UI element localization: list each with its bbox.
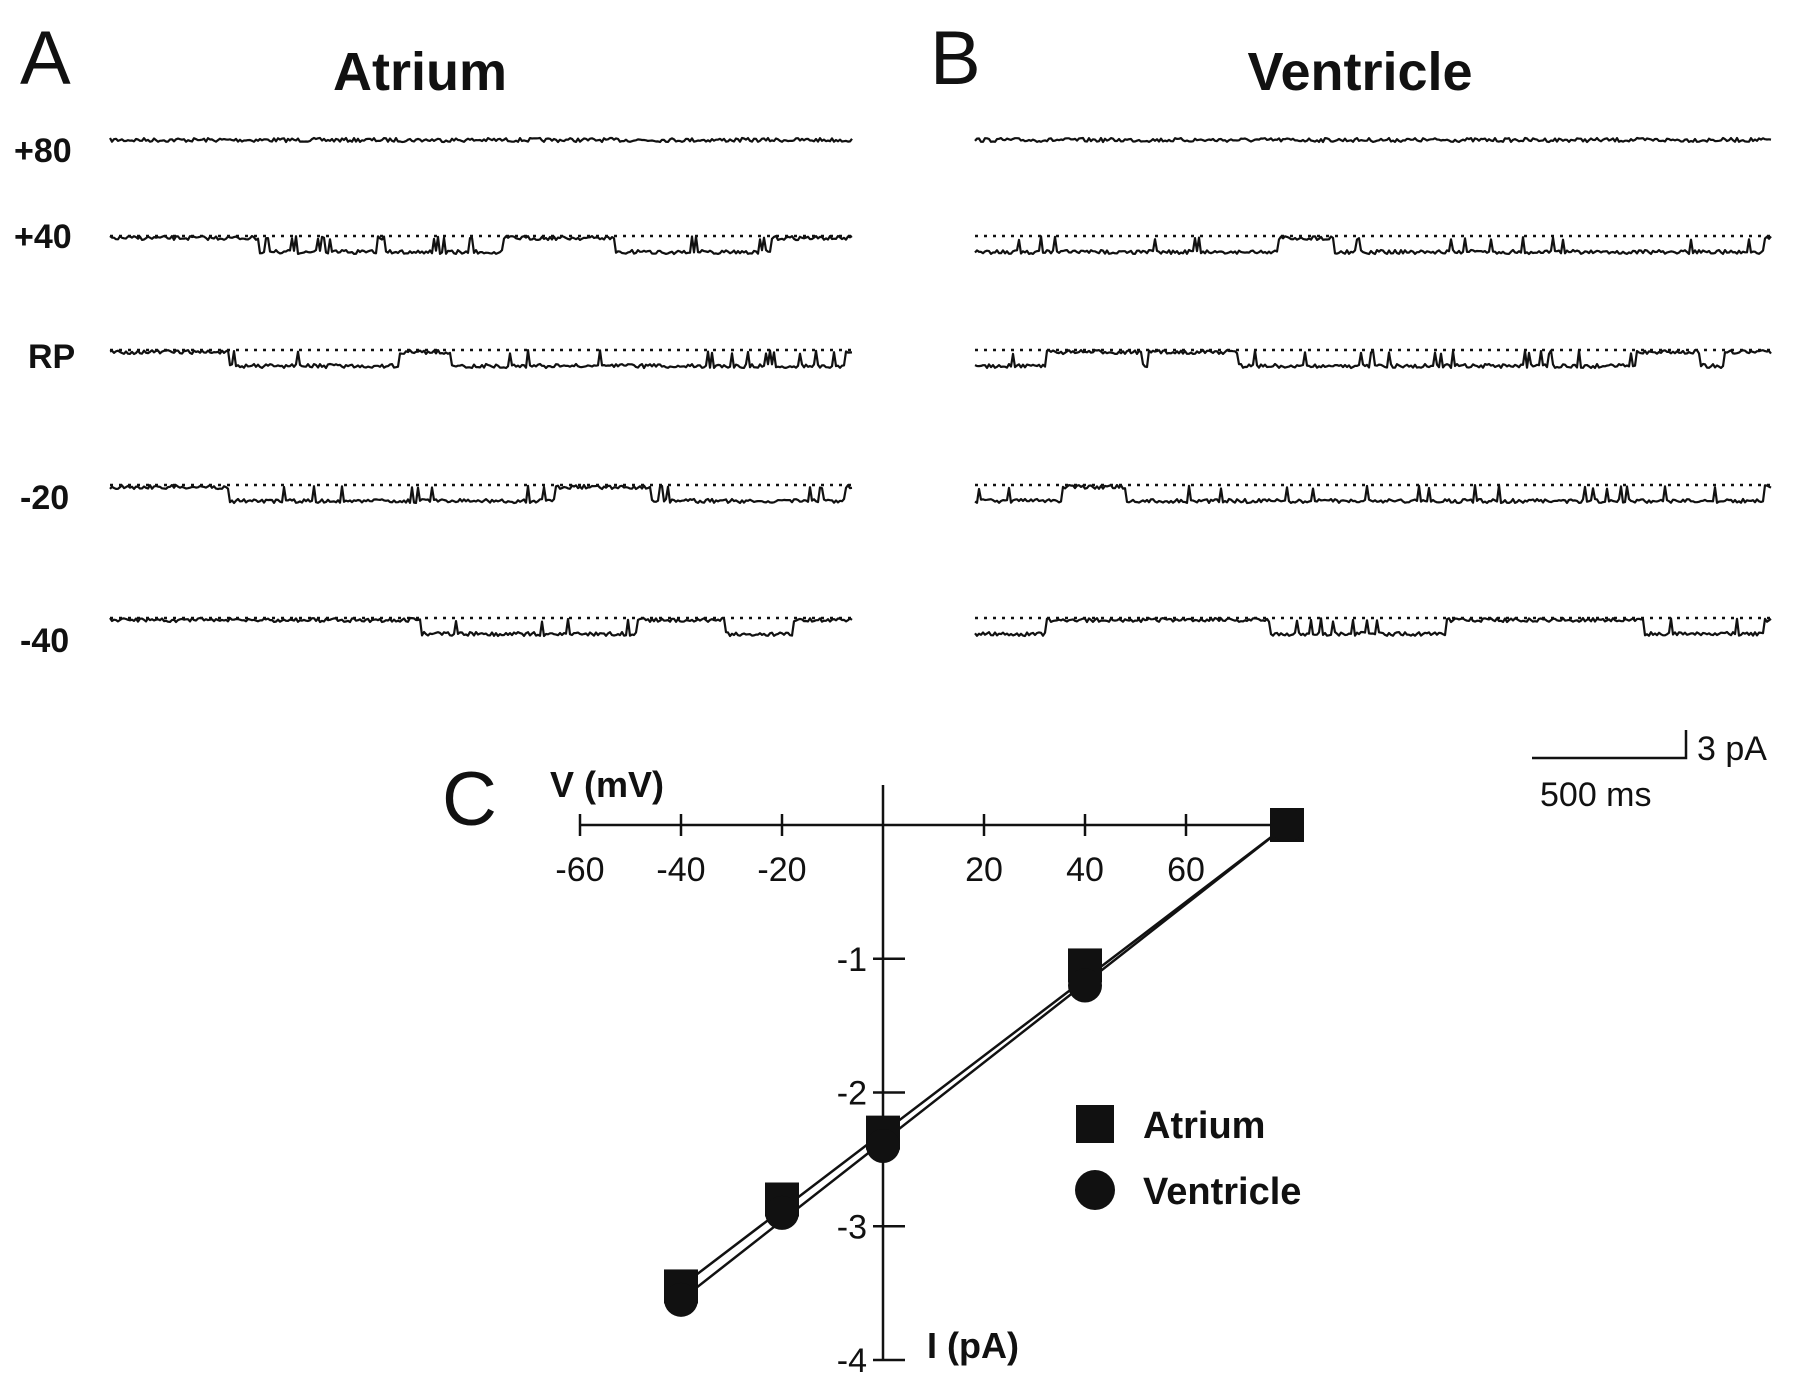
ventricle-fit-line xyxy=(680,824,1288,1301)
ventricle-point xyxy=(866,1129,900,1163)
panel-b-title: Ventricle xyxy=(1247,42,1472,102)
trace-voltage-label: +40 xyxy=(14,218,72,256)
ventricle-point xyxy=(664,1282,698,1317)
legend-label-atrium: Atrium xyxy=(1143,1105,1265,1147)
ventricle-trace-0 xyxy=(974,136,1772,144)
ventricle-point xyxy=(765,1195,799,1230)
scale-bar: 3 pA 500 ms xyxy=(1532,730,1767,814)
ventricle-trace-3 xyxy=(974,483,1772,505)
ventricle-trace-2 xyxy=(974,349,1772,370)
ventricle-trace-4 xyxy=(974,616,1772,638)
panel-b-letter: B xyxy=(930,16,981,101)
trace-voltage-labels: +80 +40 RP -20 -40 xyxy=(14,132,75,660)
scale-bar-time-label: 500 ms xyxy=(1540,776,1652,814)
x-tick-label: 40 xyxy=(1066,851,1104,889)
ventricle-point xyxy=(1270,808,1304,842)
legend-marker-atrium xyxy=(1076,1105,1114,1143)
panel-a-letter: A xyxy=(20,16,71,101)
x-axis-title: V (mV) xyxy=(550,764,664,805)
y-axis-title: I (pA) xyxy=(927,1325,1019,1366)
panel-a-title: Atrium xyxy=(333,42,507,102)
atrium-traces xyxy=(109,136,853,638)
atrium-trace-4 xyxy=(109,616,853,638)
scale-bar-lines xyxy=(1532,730,1688,760)
panel-c-letter: C xyxy=(442,757,497,842)
trace-voltage-label: +80 xyxy=(14,132,72,170)
scale-bar-current-label: 3 pA xyxy=(1697,730,1767,768)
legend-marker-ventricle xyxy=(1075,1170,1115,1210)
ventricle-trace-1 xyxy=(974,235,1772,256)
atrium-trace-1 xyxy=(109,234,853,256)
ventricle-point xyxy=(1068,968,1102,1003)
x-tick-label: 20 xyxy=(965,851,1003,889)
trace-voltage-label: RP xyxy=(28,338,75,376)
x-tick-label: -40 xyxy=(656,851,705,889)
y-tick-label: -2 xyxy=(837,1075,867,1113)
x-tick-label: -20 xyxy=(757,851,806,889)
ventricle-traces xyxy=(974,136,1772,638)
iv-plot: -60 -40 -20 20 40 60 -1 -2 -3 -4 V (mV) I (pA) Atriu… xyxy=(550,764,1304,1380)
trace-voltage-label: -40 xyxy=(20,622,69,660)
y-tick-label: -3 xyxy=(837,1208,867,1246)
atrium-trace-2 xyxy=(109,349,853,370)
x-tick-label: 60 xyxy=(1167,851,1205,889)
y-tick-label: -1 xyxy=(837,941,867,979)
trace-voltage-label: -20 xyxy=(20,479,69,517)
legend-label-ventricle: Ventricle xyxy=(1143,1171,1301,1213)
atrium-trace-3 xyxy=(109,483,853,505)
atrium-trace-0 xyxy=(109,136,853,144)
x-tick-label: -60 xyxy=(555,851,604,889)
y-tick-label: -4 xyxy=(837,1342,867,1380)
